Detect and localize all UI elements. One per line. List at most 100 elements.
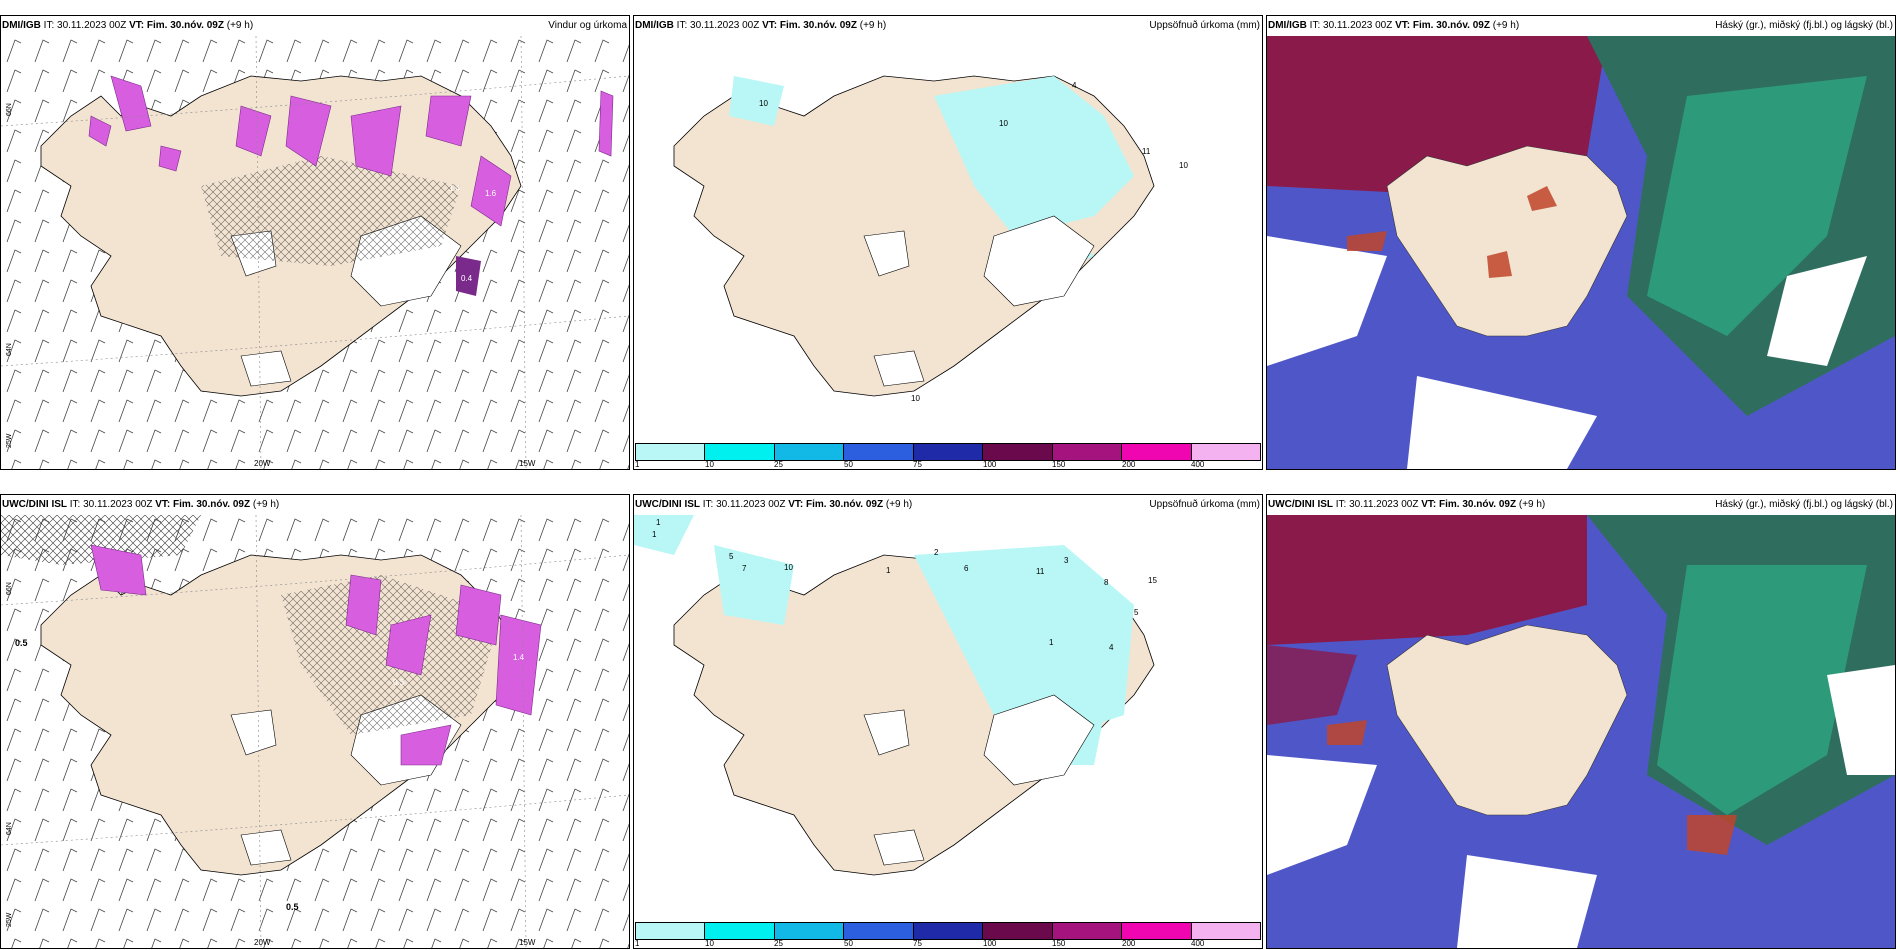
lead-time: (+9 h) [859, 20, 887, 31]
colorbar-ticks: 1 10 25 50 75 100 150 200 400 [635, 939, 1261, 948]
lon-label-15w: 15W [519, 938, 536, 947]
colorbar-cell [1052, 923, 1123, 939]
it-label: IT: [702, 499, 714, 510]
init-time: 30.11.2023 00Z [690, 20, 760, 31]
precip-label: 11 [1036, 567, 1045, 576]
valid-time: Fim. 30.nóv. 09Z [173, 499, 251, 510]
colorbar-tick: 400 [1191, 939, 1205, 948]
precip-label: 0.4 [461, 274, 473, 283]
init-time: 30.11.2023 00Z [83, 499, 153, 510]
precip-label: 4 [1072, 81, 1077, 90]
colorbar-cell [1052, 444, 1123, 460]
lead-time: (+9 h) [885, 499, 913, 510]
colorbar-tick: 200 [1122, 460, 1136, 469]
colorbar-tick: 100 [983, 939, 997, 948]
precip-label: 1 [886, 566, 891, 575]
lon-label-20w: 20W [254, 459, 271, 468]
map-wind-precip: 1.4 1.6 0.4 66N 64N 25W 20W 15W [1, 36, 629, 469]
panel-uwc-accum-precip: UWC/DINI ISL IT: 30.11.2023 00Z VT: Fim.… [633, 494, 1263, 949]
colorbar-tick: 200 [1122, 939, 1136, 948]
map-wind-precip: 0.5 0.5 1.4 0.3 0.6 66N 64N 25W 20W 15W [1, 515, 629, 948]
precip-label: 10 [999, 119, 1008, 128]
colorbar-tick: 1 [635, 939, 640, 948]
colorbar-cell [983, 444, 1053, 460]
it-label: IT: [676, 20, 688, 31]
precip-label: 1.6 [485, 189, 497, 198]
init-time: 30.11.2023 00Z [716, 499, 786, 510]
panel-header: DMI/IGB IT: 30.11.2023 00Z VT: Fim. 30.n… [1267, 16, 1895, 36]
lon-label-25w: 25W [6, 912, 13, 927]
panel-title: Háský (gr.), miðský (fj.bl.) og lágský (… [1715, 499, 1893, 510]
precip-colorbar [635, 443, 1261, 461]
precip-label: 15 [1148, 576, 1157, 585]
colorbar-tick: 150 [1052, 939, 1066, 948]
panel-header: DMI/IGB IT: 30.11.2023 00Z VT: Fim. 30.n… [634, 16, 1262, 36]
colorbar-cell [1122, 444, 1192, 460]
precip-label: 1 [1049, 638, 1054, 647]
it-label: IT: [69, 499, 81, 510]
model-source: UWC/DINI ISL [2, 499, 67, 510]
colorbar-tick: 25 [774, 460, 783, 469]
colorbar-tick: 10 [705, 460, 714, 469]
panel-title: Uppsöfnuð úrkoma (mm) [1149, 20, 1260, 31]
lat-label-64n: 64N [6, 343, 13, 356]
lat-label-64n: 64N [6, 822, 13, 835]
panel-uwc-clouds: UWC/DINI ISL IT: 30.11.2023 00Z VT: Fim.… [1266, 494, 1896, 949]
valid-time: Fim. 30.nóv. 09Z [146, 20, 224, 31]
colorbar-cell [705, 923, 775, 939]
colorbar-tick: 50 [844, 460, 853, 469]
vt-label: VT: [788, 499, 804, 510]
panel-header: UWC/DINI ISL IT: 30.11.2023 00Z VT: Fim.… [1267, 495, 1895, 515]
lead-time: (+9 h) [1518, 499, 1546, 510]
colorbar-tick: 75 [913, 460, 922, 469]
precip-label: 3 [1064, 556, 1069, 565]
model-source: DMI/IGB [1268, 20, 1307, 31]
vt-label: VT: [762, 20, 778, 31]
vt-label: VT: [1395, 20, 1411, 31]
panel-title: Háský (gr.), miðský (fj.bl.) og lágský (… [1715, 20, 1893, 31]
precip-colorbar [635, 922, 1261, 940]
panel-dmi-clouds: DMI/IGB IT: 30.11.2023 00Z VT: Fim. 30.n… [1266, 15, 1896, 470]
precip-label: 1.4 [513, 653, 525, 662]
lon-label-25w: 25W [6, 433, 13, 448]
colorbar-tick: 75 [913, 939, 922, 948]
lat-label-66n: 66N [6, 582, 13, 595]
valid-time: Fim. 30.nóv. 09Z [806, 499, 884, 510]
vt-label: VT: [155, 499, 171, 510]
panel-title: Uppsöfnuð úrkoma (mm) [1149, 499, 1260, 510]
precip-label: 7 [742, 564, 747, 573]
precip-label: 8 [1104, 578, 1109, 587]
it-label: IT: [1335, 499, 1347, 510]
precip-label: 4 [1109, 643, 1114, 652]
colorbar-cell [983, 923, 1053, 939]
model-source: DMI/IGB [635, 20, 674, 31]
colorbar-cell [636, 444, 706, 460]
init-time: 30.11.2023 00Z [1349, 499, 1419, 510]
colorbar-cell [774, 444, 845, 460]
iceland-land [1386, 624, 1628, 816]
lat-label-66n: 66N [6, 103, 13, 116]
precip-label: 0.6 [456, 753, 468, 762]
lead-time: (+9 h) [1492, 20, 1520, 31]
precip-label: 10 [1179, 161, 1188, 170]
init-time: 30.11.2023 00Z [57, 20, 127, 31]
precip-label: 10 [784, 563, 793, 572]
precip-label: 5 [729, 552, 734, 561]
panel-header: UWC/DINI ISL IT: 30.11.2023 00Z VT: Fim.… [634, 495, 1262, 515]
colorbar-tick: 25 [774, 939, 783, 948]
colorbar-cell [1191, 923, 1260, 939]
lead-time: (+9 h) [252, 499, 280, 510]
model-source: UWC/DINI ISL [1268, 499, 1333, 510]
precip-label: 2 [934, 548, 939, 557]
colorbar-tick: 50 [844, 939, 853, 948]
panel-title: Vindur og úrkoma [548, 20, 627, 31]
colorbar-cell [913, 444, 984, 460]
colorbar-cell [844, 444, 914, 460]
colorbar-cell [705, 444, 775, 460]
precip-label: 0.3 [393, 678, 405, 687]
valid-time: Fim. 30.nóv. 09Z [779, 20, 857, 31]
vt-label: VT: [129, 20, 145, 31]
lon-label-20w: 20W [254, 938, 271, 947]
map-clouds [1267, 515, 1895, 948]
colorbar-tick: 150 [1052, 460, 1066, 469]
